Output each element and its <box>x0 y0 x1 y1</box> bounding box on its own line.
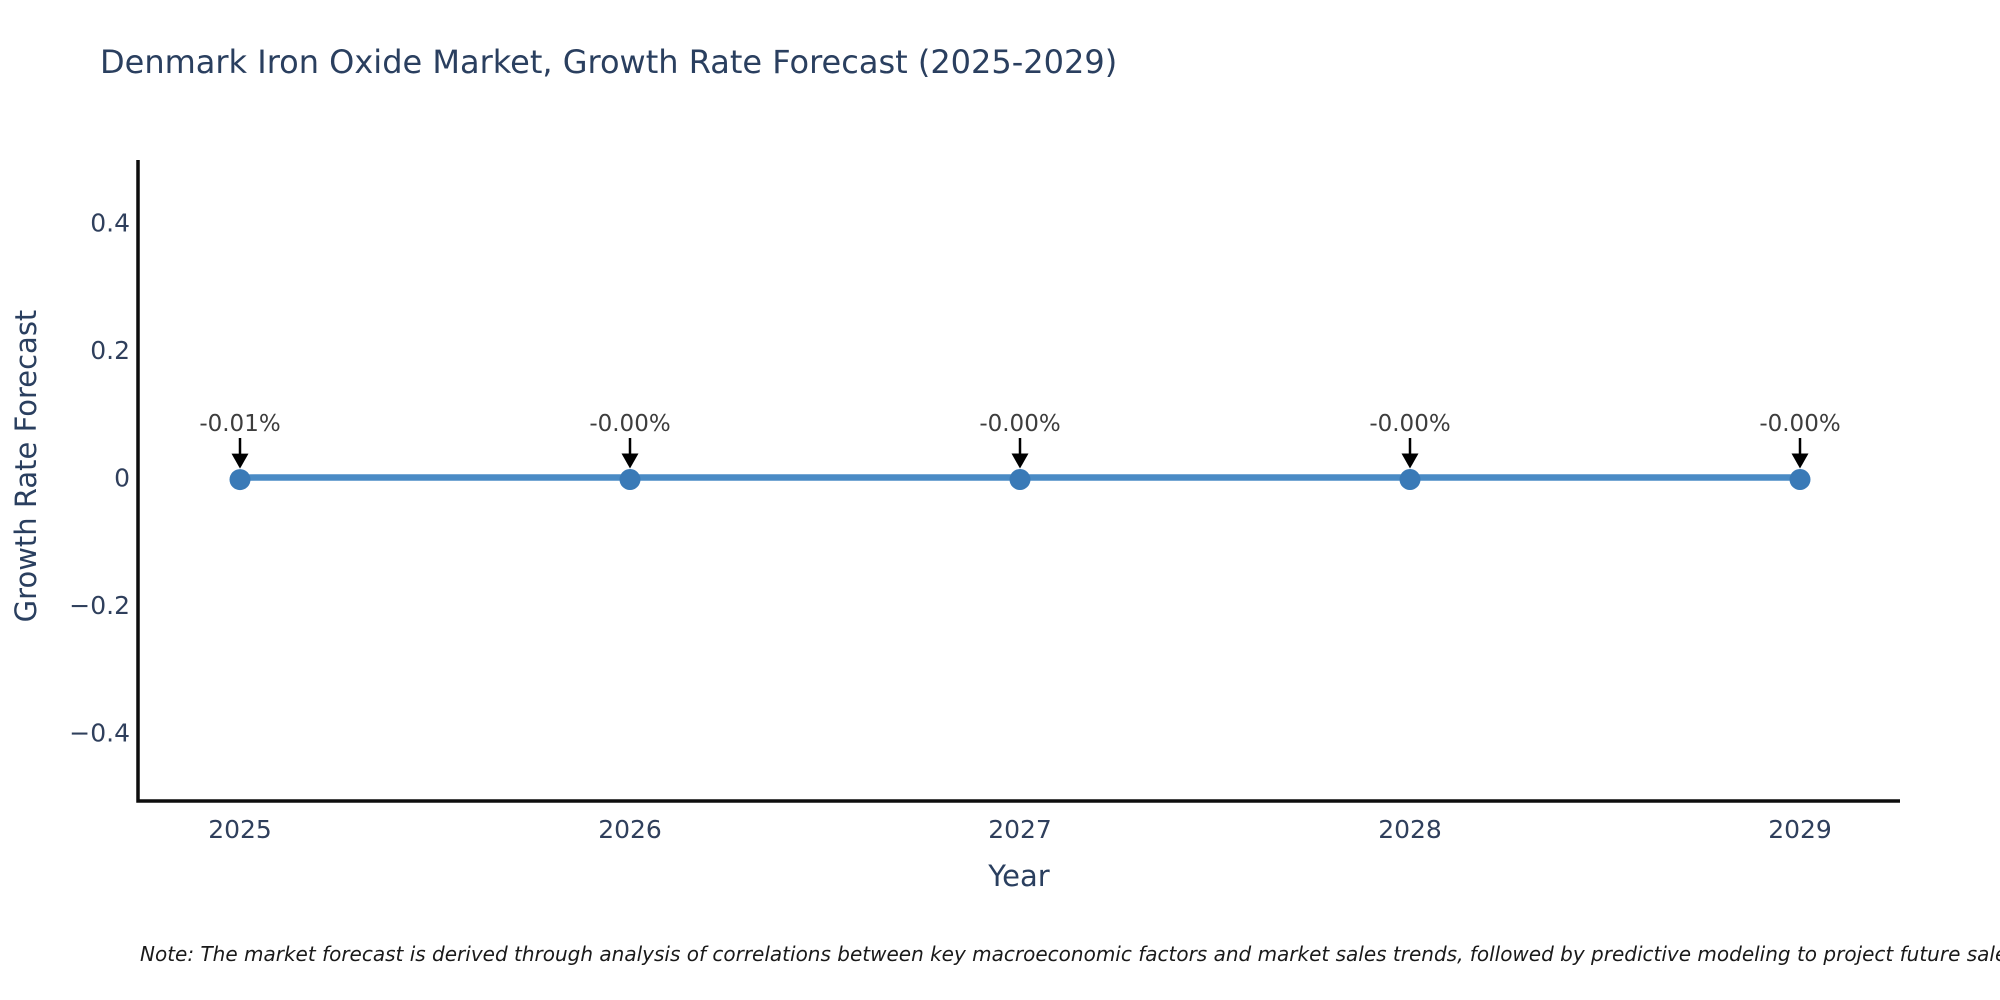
annotation-label: -0.00% <box>1759 411 1840 437</box>
annotation-arrow-head <box>1011 453 1029 469</box>
annotation-arrow-head <box>621 453 639 469</box>
y-tick-label: 0.4 <box>90 209 130 238</box>
axis-lines <box>136 160 1900 803</box>
annotation-arrow-head <box>231 453 249 469</box>
annotation-label: -0.00% <box>979 411 1060 437</box>
x-tick-label: 2029 <box>1768 815 1832 844</box>
series-marker[interactable] <box>1399 469 1421 490</box>
y-tick-label: 0.2 <box>90 336 130 365</box>
annotation-arrow-head <box>1401 453 1419 469</box>
series-marker[interactable] <box>619 469 641 490</box>
series-marker[interactable] <box>1789 469 1811 490</box>
x-tick-label: 2028 <box>1378 815 1442 844</box>
annotation-label: -0.01% <box>199 411 280 437</box>
annotation-arrow-head <box>1791 453 1809 469</box>
plot-generated: 0.4 0.2 0 −0.2 −0.4 2025 2026 2027 2028 2029 -0.01… <box>69 160 1900 844</box>
series-marker[interactable] <box>229 469 251 491</box>
chart-title: Denmark Iron Oxide Market, Growth Rate F… <box>100 43 1118 81</box>
x-axis-title: Year <box>987 859 1049 893</box>
annotation-label: -0.00% <box>1369 411 1450 437</box>
y-tick-label: 0 <box>114 464 130 493</box>
series-marker[interactable] <box>1009 469 1031 490</box>
y-axis-title: Growth Rate Forecast <box>9 310 43 623</box>
y-tick-label: −0.2 <box>69 591 130 620</box>
annotation-label: -0.00% <box>589 411 670 437</box>
x-tick-label: 2026 <box>598 815 662 844</box>
x-tick-label: 2027 <box>988 815 1052 844</box>
footnote: Note: The market forecast is derived thr… <box>140 942 2000 966</box>
y-tick-label: −0.4 <box>69 719 130 748</box>
x-tick-label: 2025 <box>208 815 272 844</box>
